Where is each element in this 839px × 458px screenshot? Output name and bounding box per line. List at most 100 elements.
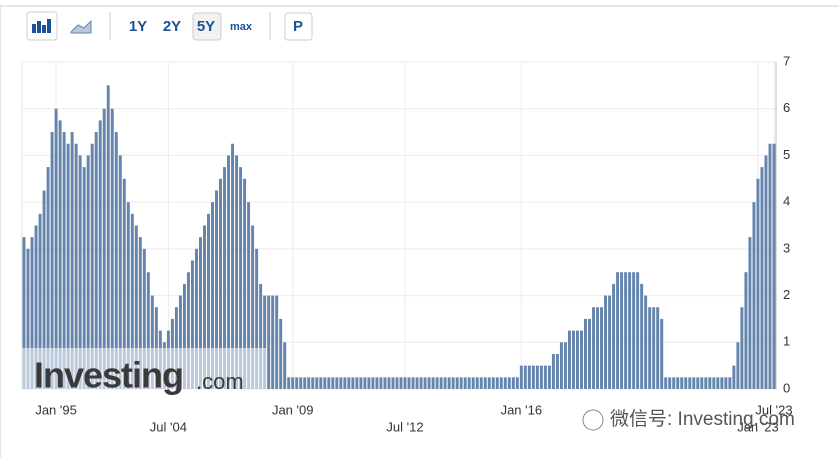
bar	[279, 318, 283, 389]
range-button[interactable]: 2Y	[163, 18, 181, 35]
bar	[114, 132, 118, 390]
bar	[399, 377, 403, 389]
bar	[411, 377, 415, 389]
bar	[299, 377, 303, 389]
bar	[527, 365, 531, 389]
y-tick-label: 2	[783, 287, 790, 302]
bar	[423, 377, 427, 389]
x-tick-label: Jul '12	[386, 419, 423, 434]
x-tick-label: Jul '23	[755, 402, 792, 417]
bar	[640, 283, 644, 389]
bar	[479, 377, 483, 389]
x-tick-label: Jul '04	[150, 419, 187, 434]
bar	[668, 377, 672, 389]
x-tick-label: Jan '09	[272, 402, 314, 417]
bar	[696, 377, 700, 389]
bar	[459, 377, 463, 389]
bar	[82, 167, 86, 389]
bar	[395, 377, 399, 389]
bar	[407, 377, 411, 389]
bar	[215, 190, 218, 389]
bar	[463, 377, 467, 389]
bar	[146, 272, 150, 389]
bar	[543, 365, 547, 389]
bar	[756, 178, 760, 389]
bar	[467, 377, 471, 389]
bar	[251, 225, 255, 389]
bar	[255, 248, 259, 389]
bar	[391, 377, 395, 389]
bar	[447, 377, 451, 389]
watermark-band	[22, 348, 267, 389]
bar	[247, 202, 251, 389]
bar	[435, 377, 439, 389]
bar	[487, 377, 491, 389]
bar	[523, 365, 527, 389]
bar	[355, 377, 359, 389]
watermark-suffix: .com	[196, 369, 244, 394]
bar	[102, 108, 106, 389]
bar	[567, 330, 571, 389]
bar	[66, 143, 70, 389]
bar	[511, 377, 515, 389]
bar	[684, 377, 688, 389]
bar	[604, 295, 608, 389]
range-button[interactable]: 1Y	[129, 18, 147, 35]
bar	[239, 167, 243, 389]
bar	[495, 377, 499, 389]
bar	[347, 377, 351, 389]
y-tick-label: 1	[783, 334, 790, 349]
bar	[451, 377, 455, 389]
y-tick-label: 4	[783, 194, 790, 209]
bar	[223, 167, 227, 389]
bar	[471, 377, 475, 389]
bar	[22, 237, 26, 389]
y-tick-label: 7	[783, 53, 790, 68]
bar	[134, 225, 138, 389]
bar	[443, 377, 447, 389]
bar	[98, 120, 102, 390]
bar	[752, 202, 756, 389]
x-tick-label: Jan '23	[737, 419, 779, 434]
bar	[744, 272, 748, 389]
bar	[531, 365, 535, 389]
bar	[90, 143, 94, 389]
bar	[712, 377, 716, 389]
bar	[708, 377, 712, 389]
bar	[676, 377, 680, 389]
line-icon	[70, 19, 92, 34]
bar	[335, 377, 339, 389]
bar	[387, 377, 391, 389]
bar	[122, 178, 126, 389]
range-button[interactable]: P	[293, 18, 303, 35]
bar	[588, 318, 591, 389]
bar	[732, 365, 736, 389]
bar	[596, 307, 600, 389]
bar	[724, 377, 728, 389]
bar	[616, 272, 620, 389]
bar	[295, 377, 299, 389]
bar	[311, 377, 315, 389]
bar	[86, 155, 90, 389]
bar	[419, 377, 423, 389]
active-range-box	[192, 12, 222, 41]
bar	[359, 377, 363, 389]
x-tick-label: Jan '95	[35, 402, 77, 417]
bar	[243, 178, 247, 389]
bar	[551, 353, 555, 389]
bar	[42, 190, 46, 389]
bar	[736, 342, 740, 389]
bar	[507, 377, 511, 389]
range-button[interactable]: 5Y	[197, 18, 215, 35]
bar	[415, 377, 419, 389]
bar	[110, 108, 114, 389]
bar	[692, 377, 696, 389]
bar	[259, 283, 263, 389]
bar	[130, 213, 134, 389]
bar	[648, 307, 652, 389]
bar	[716, 377, 720, 389]
bar	[307, 377, 311, 389]
bar	[664, 377, 668, 389]
range-button[interactable]: max	[230, 21, 253, 33]
bar	[30, 237, 34, 389]
